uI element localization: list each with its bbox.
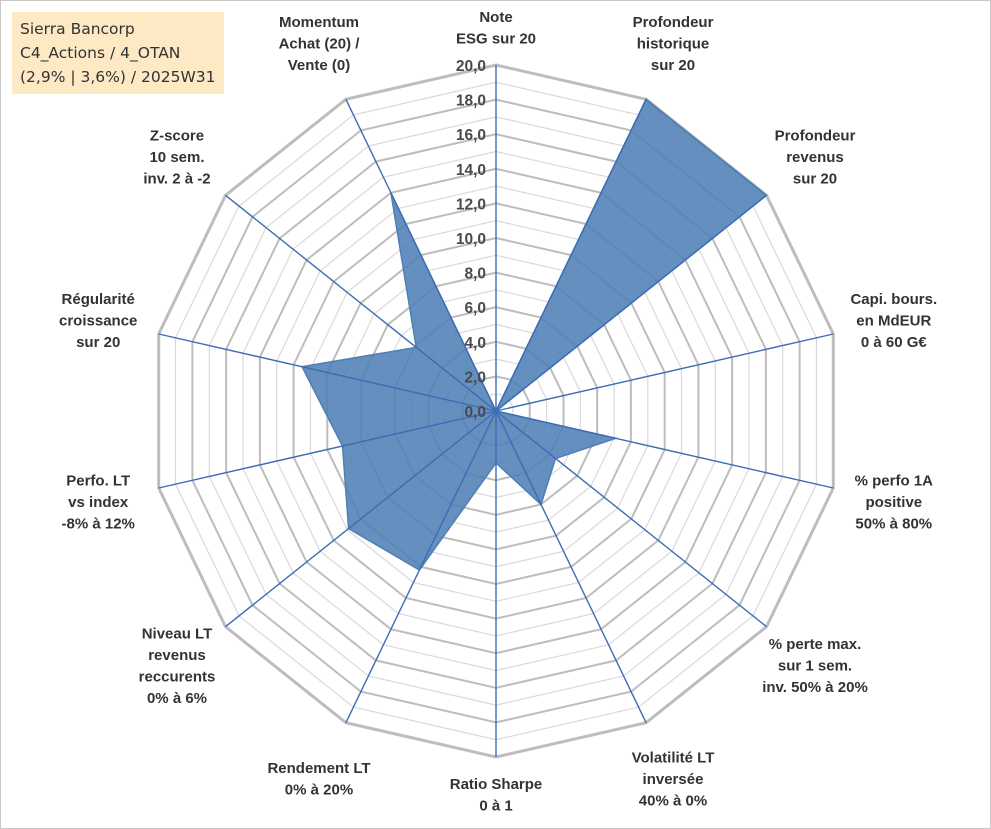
category-label: Volatilité LT inversée 40% à 0% <box>632 749 715 809</box>
category-label-line: Profondeur <box>633 14 714 31</box>
axis-spoke <box>158 410 497 489</box>
tick-label: 14,0 <box>456 162 486 179</box>
category-label-line: 50% à 80% <box>855 516 932 533</box>
category-label-line: inversée <box>643 771 704 788</box>
tick-label: 4,0 <box>464 335 486 352</box>
category-label: Momentum Achat (20) / Vente (0) <box>279 14 361 74</box>
category-label-line: revenus <box>786 149 844 166</box>
tick-label: 2,0 <box>464 369 486 386</box>
category-label-line: sur 20 <box>651 57 695 74</box>
category-label-line: % perfo 1A <box>855 473 934 490</box>
category-label-line: sur 20 <box>793 170 837 187</box>
axis-spoke <box>495 194 767 412</box>
category-label-line: inv. 2 à -2 <box>143 170 210 187</box>
category-label: Ratio Sharpe 0 à 1 <box>450 776 543 815</box>
category-label-line: revenus <box>148 647 206 664</box>
axis-spoke <box>345 98 497 412</box>
category-labels: Note ESG sur 20 Profondeur historique sur 20… <box>59 9 937 815</box>
category-label-line: 10 sem. <box>149 149 204 166</box>
category-label-line: Note <box>479 9 512 26</box>
category-label-line: 0 à 1 <box>479 798 512 815</box>
axis-spoke <box>495 98 647 412</box>
category-label-line: 40% à 0% <box>639 792 707 809</box>
category-label-line: Achat (20) / <box>279 36 361 53</box>
radial-tick-labels: 0,0 2,0 4,0 6,0 8,0 10,0 12,0 14,0 16,0 18,0 20,0 <box>456 58 486 421</box>
axis-spoke <box>495 333 834 412</box>
category-label-line: positive <box>865 494 922 511</box>
category-label-line: Z-score <box>150 127 204 144</box>
category-label: Note ESG sur 20 <box>456 9 536 48</box>
tick-label: 0,0 <box>464 404 486 421</box>
company-name: Sierra Bancorp <box>20 20 135 38</box>
category-label-line: reccurents <box>139 668 216 685</box>
category-label-line: Capi. bours. <box>850 291 937 308</box>
category-label: Profondeur historique sur 20 <box>633 14 714 74</box>
category-label-line: % perte max. <box>769 636 862 653</box>
category-label-line: sur 1 sem. <box>778 658 852 675</box>
category-label: Régularité croissance sur 20 <box>59 291 137 351</box>
period-label: (2,9% | 3,6%) / 2025W31 <box>20 68 216 86</box>
category-label-line: sur 20 <box>76 334 120 351</box>
category-label-line: 0 à 60 G€ <box>861 334 928 351</box>
category-label: % perfo 1A positive 50% à 80% <box>855 473 934 533</box>
category-label-line: Régularité <box>62 291 135 308</box>
category-label-line: 0% à 20% <box>285 782 353 799</box>
category-label-line: inv. 50% à 20% <box>762 679 868 696</box>
category-label-line: vs index <box>68 494 129 511</box>
category-label-line: Volatilité LT <box>632 749 715 766</box>
category-label-line: Ratio Sharpe <box>450 776 543 793</box>
category-label: % perte max. sur 1 sem. inv. 50% à 20% <box>762 636 868 696</box>
tick-label: 20,0 <box>456 58 486 75</box>
category-label-line: Niveau LT <box>142 625 213 642</box>
radar-spokes <box>158 65 834 757</box>
axis-spoke <box>345 410 497 724</box>
category-label-line: Momentum <box>279 14 359 31</box>
axis-spoke <box>158 333 497 412</box>
category-label-line: Perfo. LT <box>66 473 130 490</box>
category-label-line: Profondeur <box>775 127 856 144</box>
tick-label: 8,0 <box>464 266 486 283</box>
category-label-line: Vente (0) <box>288 57 351 74</box>
axis-spoke <box>225 194 497 412</box>
category-label: Perfo. LT vs index -8% à 12% <box>62 473 135 533</box>
axis-spoke <box>495 410 834 489</box>
category-label-line: ESG sur 20 <box>456 31 536 48</box>
axis-spoke <box>495 410 647 724</box>
category-label: Capi. bours. en MdEUR 0 à 60 G€ <box>850 291 937 351</box>
tick-label: 12,0 <box>456 196 486 213</box>
category-label: Rendement LT 0% à 20% <box>267 760 370 799</box>
tick-label: 6,0 <box>464 300 486 317</box>
tick-label: 18,0 <box>456 93 486 110</box>
tick-label: 16,0 <box>456 127 486 144</box>
axis-spoke <box>495 410 767 628</box>
info-box: Sierra Bancorp C4_Actions / 4_OTAN (2,9%… <box>12 12 224 94</box>
category-label-line: croissance <box>59 313 137 330</box>
portfolio-label: C4_Actions / 4_OTAN <box>20 44 181 62</box>
category-label: Z-score 10 sem. inv. 2 à -2 <box>143 127 210 187</box>
category-label: Niveau LT revenus reccurents 0% à 6% <box>139 625 216 707</box>
category-label-line: historique <box>637 36 710 53</box>
category-label-line: -8% à 12% <box>62 516 135 533</box>
category-label-line: 0% à 6% <box>147 690 207 707</box>
tick-label: 10,0 <box>456 231 486 248</box>
category-label-line: en MdEUR <box>856 313 931 330</box>
category-label-line: Rendement LT <box>267 760 370 777</box>
axis-spoke <box>225 410 497 628</box>
category-label: Profondeur revenus sur 20 <box>775 127 856 187</box>
